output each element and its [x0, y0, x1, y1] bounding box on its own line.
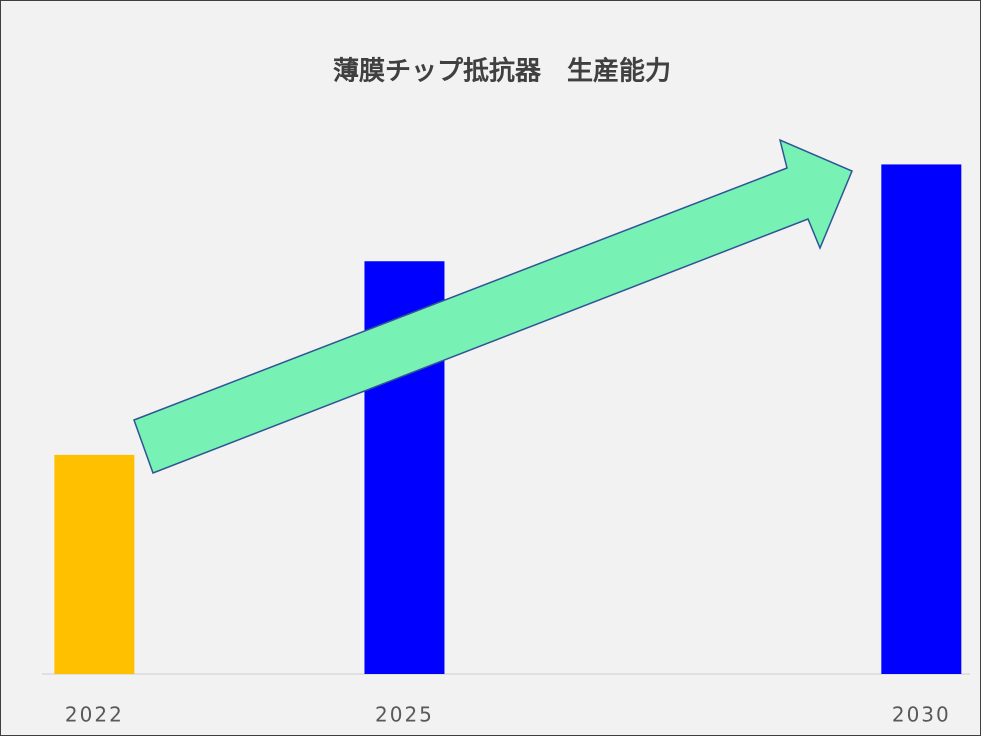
growth-arrow — [133, 138, 853, 474]
x-tick-label: 2025 — [375, 703, 434, 727]
chart-title: 薄膜チップ抵抗器 生産能力 — [333, 56, 671, 87]
x-tick-label: 2030 — [892, 703, 951, 727]
x-tick-label: 2022 — [65, 703, 124, 727]
bar — [54, 454, 135, 674]
bar — [881, 164, 962, 674]
